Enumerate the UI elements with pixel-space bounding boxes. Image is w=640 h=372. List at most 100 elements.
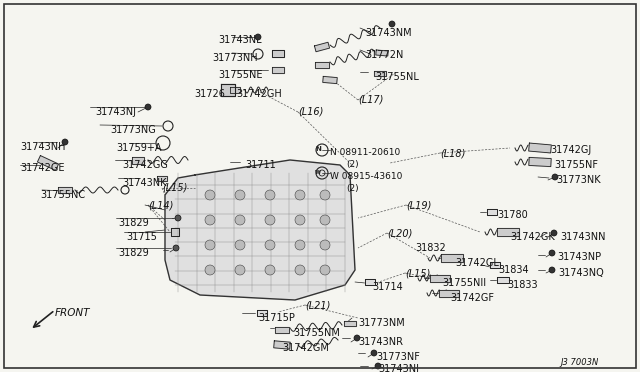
Circle shape	[295, 265, 305, 275]
Polygon shape	[38, 155, 58, 170]
Text: 31780: 31780	[497, 210, 528, 220]
Text: (L17): (L17)	[358, 95, 383, 105]
Circle shape	[320, 190, 330, 200]
Circle shape	[175, 215, 181, 221]
Text: 31715P: 31715P	[258, 313, 295, 323]
Polygon shape	[274, 341, 291, 349]
Polygon shape	[315, 62, 329, 68]
Circle shape	[549, 250, 555, 256]
Text: 31711: 31711	[245, 160, 276, 170]
Circle shape	[371, 350, 377, 356]
Text: 31773NM: 31773NM	[358, 318, 404, 328]
Polygon shape	[490, 262, 500, 268]
Text: 31833: 31833	[507, 280, 538, 290]
Circle shape	[173, 245, 179, 251]
Text: 31743NL: 31743NL	[218, 35, 262, 45]
Circle shape	[205, 240, 215, 250]
Text: 31743NM: 31743NM	[365, 28, 412, 38]
Circle shape	[235, 240, 245, 250]
Polygon shape	[58, 187, 72, 193]
Text: 31726: 31726	[194, 89, 225, 99]
Polygon shape	[165, 160, 355, 300]
Text: 31742GE: 31742GE	[20, 163, 65, 173]
Text: 31714: 31714	[372, 282, 403, 292]
Text: (L19): (L19)	[406, 200, 431, 210]
Polygon shape	[487, 209, 497, 215]
Polygon shape	[314, 42, 330, 52]
Text: (2): (2)	[346, 160, 358, 169]
Text: 31755NM: 31755NM	[293, 328, 340, 338]
Text: 31743NR: 31743NR	[358, 337, 403, 347]
Polygon shape	[272, 49, 284, 57]
Text: 31742GJ: 31742GJ	[550, 145, 591, 155]
Text: 31755NL: 31755NL	[375, 72, 419, 82]
Polygon shape	[272, 67, 284, 73]
Circle shape	[320, 215, 330, 225]
Polygon shape	[157, 176, 167, 180]
Text: 31773NK: 31773NK	[556, 175, 600, 185]
Text: (L14): (L14)	[148, 200, 173, 210]
Text: 31743NH: 31743NH	[20, 142, 65, 152]
Polygon shape	[529, 143, 551, 153]
Circle shape	[145, 104, 151, 110]
Polygon shape	[529, 157, 551, 167]
Text: 31772N: 31772N	[365, 50, 403, 60]
Circle shape	[235, 265, 245, 275]
Text: 31742GM: 31742GM	[282, 343, 329, 353]
Text: N 08911-20610: N 08911-20610	[330, 148, 400, 157]
Circle shape	[354, 335, 360, 341]
Polygon shape	[374, 71, 386, 76]
Text: (L20): (L20)	[387, 228, 412, 238]
Circle shape	[265, 215, 275, 225]
Circle shape	[389, 21, 395, 27]
Text: 31755NII: 31755NII	[442, 278, 486, 288]
Text: 31743NJ: 31743NJ	[378, 364, 419, 372]
Text: 31743NJ: 31743NJ	[95, 107, 136, 117]
Text: FRONT: FRONT	[55, 308, 90, 318]
Text: N: N	[315, 146, 321, 152]
Text: 31743NK: 31743NK	[122, 178, 166, 188]
Polygon shape	[365, 279, 375, 285]
Circle shape	[320, 240, 330, 250]
Polygon shape	[441, 254, 463, 262]
Circle shape	[295, 215, 305, 225]
Circle shape	[205, 265, 215, 275]
Circle shape	[205, 190, 215, 200]
Polygon shape	[323, 76, 337, 84]
Polygon shape	[439, 289, 459, 296]
Text: 31742GF: 31742GF	[450, 293, 494, 303]
Text: 31715: 31715	[126, 232, 157, 242]
Text: 31742GG: 31742GG	[122, 160, 168, 170]
Text: 31829: 31829	[118, 218, 148, 228]
Polygon shape	[132, 157, 144, 164]
Circle shape	[235, 215, 245, 225]
Polygon shape	[275, 327, 289, 333]
Text: W: W	[315, 170, 321, 174]
Polygon shape	[497, 228, 519, 236]
Text: 31829: 31829	[118, 248, 148, 258]
Text: 31773NG: 31773NG	[110, 125, 156, 135]
Text: 31832: 31832	[415, 243, 445, 253]
Circle shape	[205, 215, 215, 225]
Text: 31743NQ: 31743NQ	[558, 268, 604, 278]
Circle shape	[265, 240, 275, 250]
Text: 31755NE: 31755NE	[218, 70, 262, 80]
Text: (L15): (L15)	[162, 183, 188, 193]
Polygon shape	[171, 228, 179, 236]
Circle shape	[265, 190, 275, 200]
Text: (L21): (L21)	[305, 300, 330, 310]
Text: W 08915-43610: W 08915-43610	[330, 172, 403, 181]
Text: (2): (2)	[346, 184, 358, 193]
Text: 31742GL: 31742GL	[455, 258, 499, 268]
Polygon shape	[257, 310, 267, 316]
Text: 31773NH: 31773NH	[212, 53, 258, 63]
Text: (L18): (L18)	[440, 148, 465, 158]
Circle shape	[551, 230, 557, 236]
Text: 31755NF: 31755NF	[554, 160, 598, 170]
Polygon shape	[430, 275, 450, 282]
Text: 31742GK: 31742GK	[510, 232, 555, 242]
Text: 31755NC: 31755NC	[40, 190, 85, 200]
Polygon shape	[376, 50, 388, 56]
Text: 31742GH: 31742GH	[236, 89, 282, 99]
Polygon shape	[230, 87, 240, 93]
